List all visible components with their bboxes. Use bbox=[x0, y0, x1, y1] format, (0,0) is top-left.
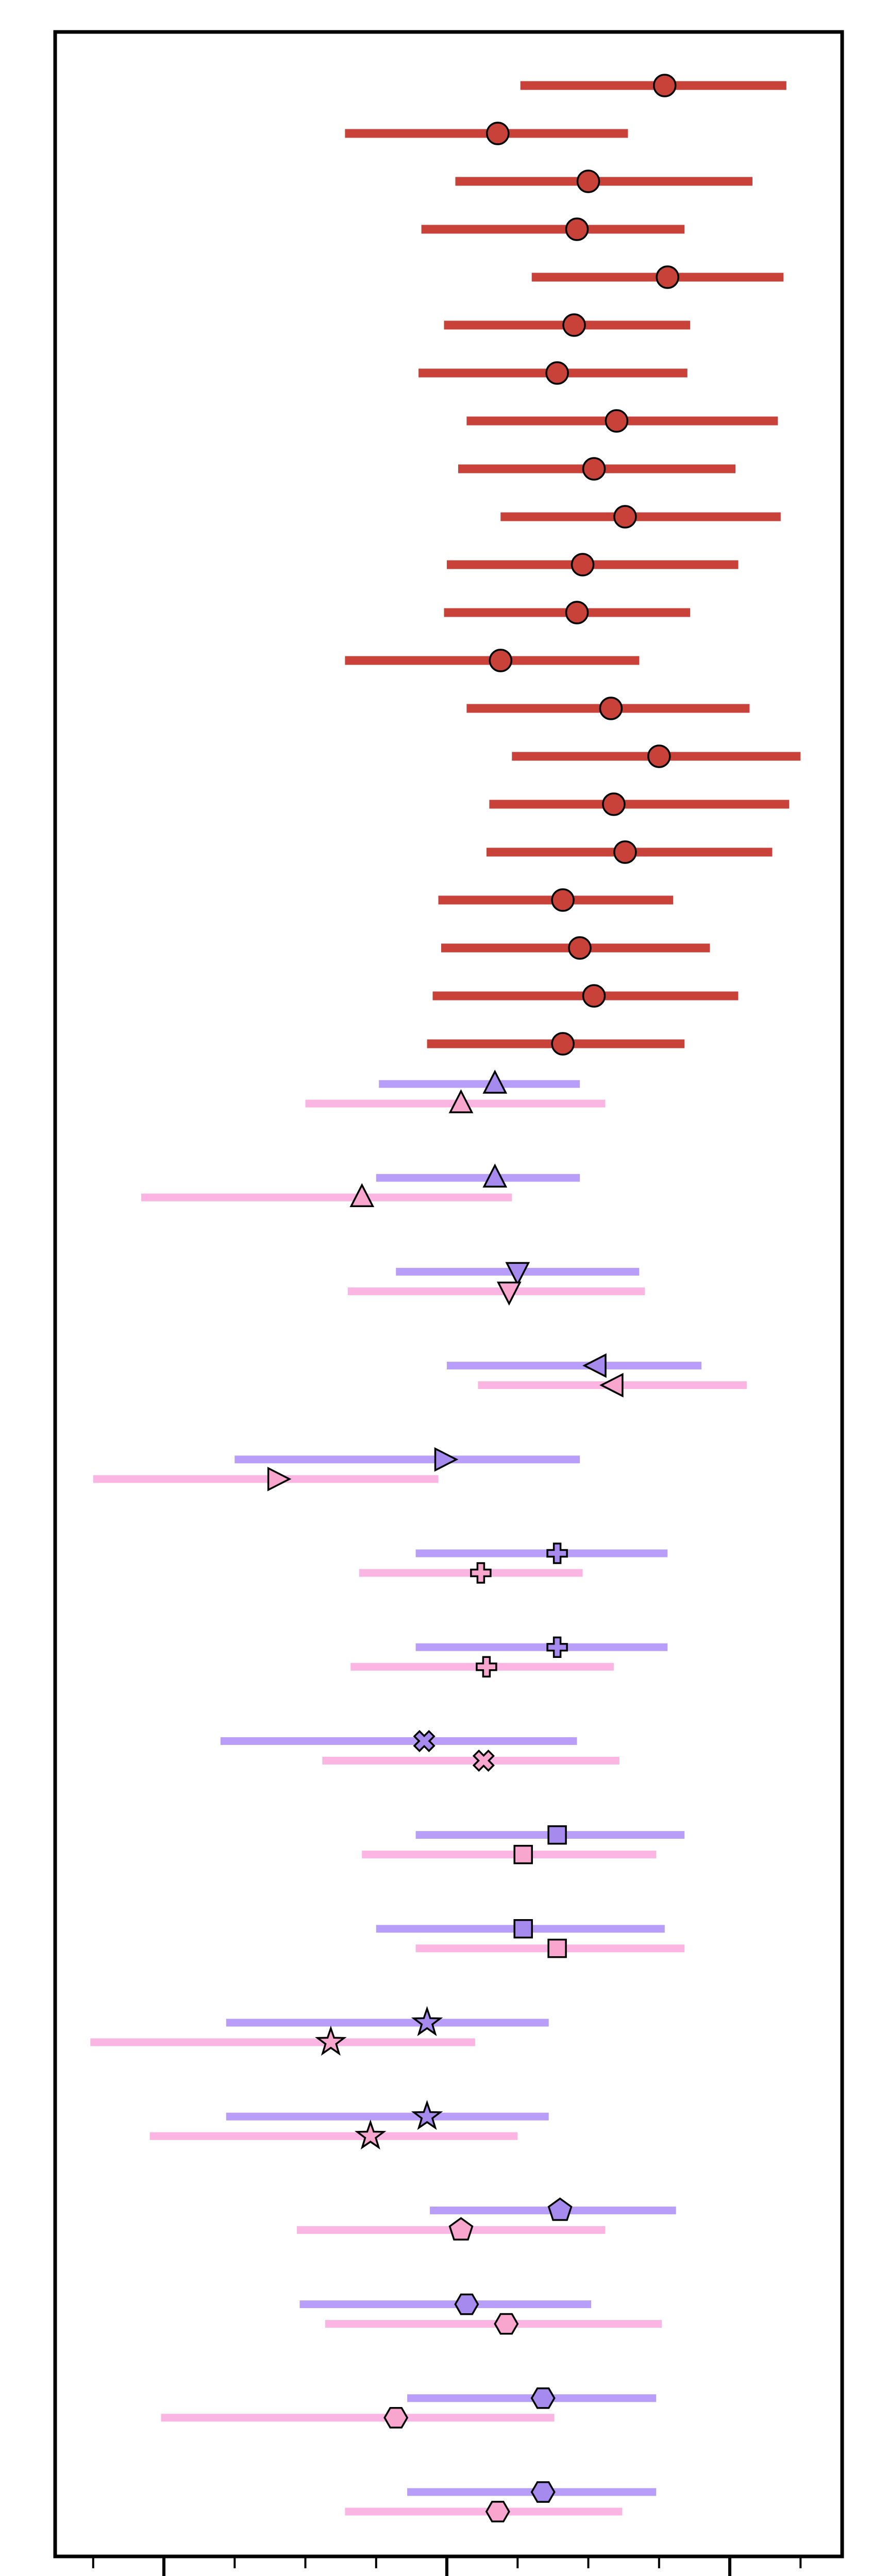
pink-star-marker bbox=[355, 2119, 387, 2150]
purple-triangle-up-marker bbox=[482, 1070, 508, 1094]
pink-hexagon-marker bbox=[383, 2406, 409, 2429]
red-circle-marker bbox=[486, 122, 510, 145]
pink-triangle-right-marker bbox=[267, 1466, 292, 1492]
purple-plus-marker bbox=[546, 1543, 568, 1564]
pink-pentagon-marker bbox=[448, 2217, 474, 2241]
purple-triangle-left-marker bbox=[582, 1353, 607, 1378]
pink-triangle-up-marker bbox=[448, 1089, 474, 1113]
markers-layer bbox=[267, 74, 679, 2522]
pink-triangle-up-marker bbox=[349, 1183, 375, 1207]
pink-error-bar bbox=[141, 1193, 512, 1201]
pink-x-marker bbox=[472, 1749, 495, 1772]
purple-error-bar bbox=[226, 2112, 549, 2121]
purple-hexagon-marker bbox=[530, 2387, 556, 2409]
purple-error-bar bbox=[220, 1737, 577, 1745]
red-circle-marker bbox=[582, 457, 606, 481]
purple-error-bar bbox=[415, 1643, 668, 1651]
pink-error-bar bbox=[93, 1475, 439, 1483]
pink-plus-marker bbox=[476, 1656, 497, 1677]
error-bars-layer bbox=[90, 81, 801, 2516]
purple-plus-marker bbox=[546, 1636, 568, 1658]
red-circle-marker bbox=[551, 1032, 575, 1056]
pink-error-bar bbox=[345, 2507, 623, 2516]
red-circle-marker bbox=[656, 265, 679, 289]
pink-error-bar bbox=[149, 2132, 518, 2140]
red-circle-marker bbox=[545, 361, 569, 385]
pink-star-marker bbox=[315, 2025, 347, 2056]
red-circle-marker bbox=[571, 553, 595, 577]
red-circle-marker bbox=[562, 313, 586, 337]
red-circle-marker bbox=[605, 409, 629, 433]
pink-triangle-left-marker bbox=[599, 1372, 624, 1398]
plot-border bbox=[53, 30, 844, 2558]
purple-error-bar bbox=[234, 1455, 580, 1464]
red-circle-marker bbox=[613, 840, 637, 864]
pink-hexagon-marker bbox=[485, 2501, 510, 2522]
red-circle-marker bbox=[551, 888, 575, 912]
purple-hexagon-marker bbox=[454, 2293, 479, 2315]
pink-error-bar bbox=[347, 1287, 645, 1295]
red-circle-marker bbox=[565, 217, 589, 241]
red-error-bar bbox=[489, 800, 790, 809]
purple-square-marker bbox=[547, 1825, 567, 1845]
pink-error-bar bbox=[90, 2038, 475, 2046]
pink-error-bar bbox=[325, 2320, 662, 2328]
pink-error-bar bbox=[362, 1851, 657, 1859]
red-error-bar bbox=[500, 512, 781, 521]
purple-error-bar bbox=[226, 2019, 549, 2027]
pink-hexagon-marker bbox=[494, 2313, 519, 2335]
red-circle-marker bbox=[647, 744, 671, 768]
red-error-bar bbox=[455, 177, 752, 186]
purple-star-marker bbox=[411, 2006, 443, 2037]
purple-hexagon-marker bbox=[530, 2481, 556, 2503]
red-circle-marker bbox=[602, 792, 626, 816]
purple-error-bar bbox=[376, 1174, 580, 1182]
purple-triangle-down-marker bbox=[505, 1262, 530, 1286]
red-circle-marker bbox=[568, 936, 592, 960]
red-circle-marker bbox=[489, 649, 513, 672]
purple-x-marker bbox=[413, 1730, 435, 1752]
red-error-bar bbox=[421, 225, 685, 234]
purple-error-bar bbox=[379, 1080, 580, 1088]
purple-triangle-up-marker bbox=[482, 1163, 508, 1188]
purple-star-marker bbox=[411, 2099, 443, 2130]
red-circle-marker bbox=[565, 601, 589, 624]
purple-error-bar bbox=[299, 2300, 591, 2309]
x-axis: −2−10 bbox=[92, 2558, 802, 2576]
red-circle-marker bbox=[599, 697, 623, 720]
red-circle-marker bbox=[576, 170, 600, 193]
purple-square-marker bbox=[513, 1919, 533, 1939]
purple-triangle-right-marker bbox=[434, 1447, 459, 1472]
red-circle-marker bbox=[582, 984, 606, 1008]
red-circle-marker bbox=[613, 505, 637, 529]
pink-error-bar bbox=[322, 1756, 619, 1765]
pink-square-marker bbox=[547, 1939, 567, 1958]
pink-square-marker bbox=[513, 1844, 533, 1865]
purple-error-bar bbox=[447, 1362, 702, 1370]
purple-pentagon-marker bbox=[547, 2197, 573, 2221]
pink-triangle-down-marker bbox=[496, 1281, 522, 1306]
red-circle-marker bbox=[652, 74, 677, 97]
purple-error-bar bbox=[415, 1549, 668, 1557]
pink-plus-marker bbox=[470, 1562, 492, 1584]
pink-error-bar bbox=[161, 2414, 555, 2422]
